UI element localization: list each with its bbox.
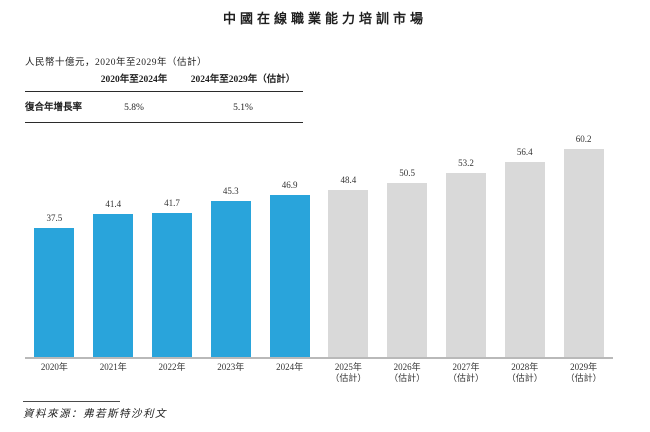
bar-historical [210,201,251,357]
bar-slot: 41.4 [84,199,143,357]
bar-slot: 46.9 [260,180,319,357]
bar-historical [93,214,134,357]
bar-slot: 53.2 [437,158,496,357]
x-axis-label: 2022年 [158,362,186,372]
bar-chart-plot-area: 37.5 41.4 41.7 45.3 46.9 48.4 50.5 53.2 56.4 60.2 [25,130,613,359]
x-axis-label: 2026年 （估計） [378,362,437,384]
x-axis-label: 2020年 [40,362,68,372]
bar-historical [151,213,192,357]
cagr-table: 2020年至2024年 2024年至2029年（估計） 復合年增長率 5.8% … [25,71,303,123]
x-axis-label: 2027年 （估計） [437,362,496,384]
bar-value-label: 45.3 [222,186,239,196]
bar-value-label: 50.5 [399,168,416,178]
x-axis-label-note: （估計） [447,373,484,383]
cagr-table-header-row: 2020年至2024年 2024年至2029年（估計） [25,71,303,92]
bar-slot: 41.7 [143,198,202,357]
x-axis-label: 2025年 （估計） [319,362,378,384]
chart-title: 中國在線職業能力培訓市場 [222,11,427,26]
chart-subtitle: 人民幣十億元，2020年至2029年（估計） [25,58,208,68]
source-divider-line [23,401,120,402]
bar-historical [34,228,75,357]
bar-estimated [328,190,369,357]
bar-slot: 50.5 [378,168,437,357]
bar-slot: 48.4 [319,175,378,357]
x-axis-label: 2021年 [99,362,127,372]
bar-estimated [504,162,545,357]
x-axis-label: 2029年 （估計） [554,362,613,384]
bar-value-label: 41.7 [164,198,180,208]
bar-estimated [387,183,428,357]
bar-slot: 37.5 [25,213,84,357]
bar-estimated [563,149,604,357]
cagr-value-2020-2024: 5.8% [124,103,144,113]
cagr-value-2024-2029: 5.1% [233,103,253,113]
cagr-table-header-2024-2029: 2024年至2029年（估計） [190,75,296,85]
x-axis-label-note: （估計） [565,373,602,383]
bar-value-label: 56.4 [516,147,533,157]
source-note: 資料來源：弗若斯特沙利文 [23,409,167,420]
cagr-table-data-row: 復合年增長率 5.8% 5.1% [25,92,303,123]
x-axis-label: 2024年 [276,362,304,372]
x-axis-label-note: （估計） [389,373,426,383]
bar-value-label: 48.4 [340,175,357,185]
cagr-row-label: 復合年增長率 [25,103,83,113]
x-axis-label-note: （估計） [330,373,367,383]
x-axis-label: 2028年 （估計） [495,362,554,384]
bar-value-label: 37.5 [46,213,63,223]
bar-slot: 56.4 [495,147,554,357]
bar-slot: 45.3 [201,186,260,357]
cagr-table-header-2020-2024: 2020年至2024年 [100,75,168,85]
bar-value-label: 46.9 [281,180,298,190]
x-axis-labels: 2020年 2021年 2022年 2023年 2024年 2025年 （估計） 2026年（… [25,362,613,384]
bar-estimated [445,173,486,357]
bar-historical [269,195,310,357]
bar-value-label: 60.2 [575,134,592,144]
bar-slot: 60.2 [554,134,613,357]
bar-value-label: 41.4 [105,199,122,209]
bar-value-label: 53.2 [458,158,474,168]
x-axis-label-note: （估計） [506,373,543,383]
x-axis-label: 2023年 [217,362,245,372]
